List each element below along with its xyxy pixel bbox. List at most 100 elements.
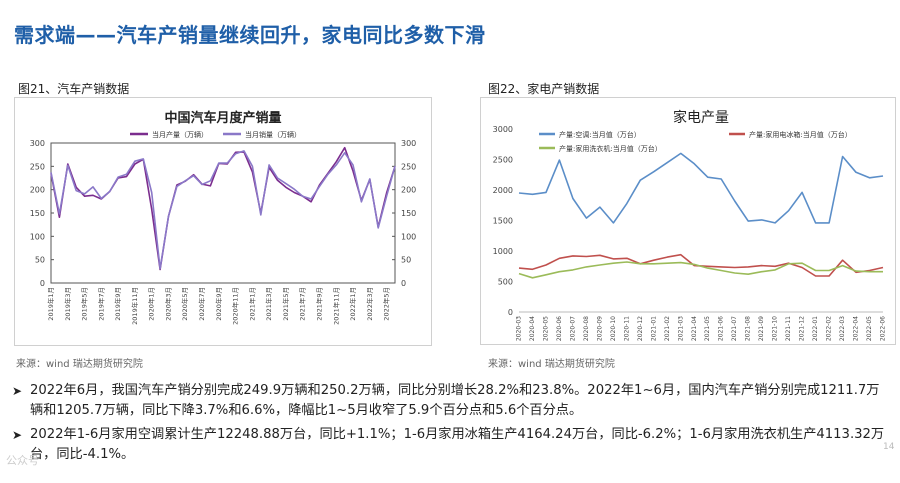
x-tick-label: 2022-05: [866, 316, 873, 341]
x-tick-label: 2022-04: [853, 316, 860, 341]
x-tick-label: 2020-03: [516, 316, 523, 341]
y2-tick-label: 300: [401, 139, 416, 148]
y2-tick-label: 50: [401, 256, 411, 265]
figure1-label: 图21、汽车产销数据: [18, 82, 130, 96]
x-tick-label: 2022年5月: [382, 287, 391, 321]
x-tick-label: 2020年3月: [163, 287, 172, 321]
x-tick-label: 2022年3月: [365, 287, 374, 321]
y-tick-label: 2000: [493, 186, 513, 195]
x-tick-label: 2022年1月: [348, 287, 357, 321]
x-tick-label: 2020年1月: [147, 287, 156, 321]
x-tick-label: 2021年5月: [281, 287, 290, 321]
y-tick-label: 500: [498, 278, 513, 287]
series-line-1: [50, 146, 396, 271]
bullet-list: ➤ 2022年6月，我国汽车产销分别完成249.9万辆和250.2万辆，同比分别…: [12, 381, 892, 469]
x-tick-label: 2022-06: [880, 316, 887, 341]
page-number: 14: [883, 442, 895, 452]
figure2-label: 图22、家电产销数据: [488, 82, 600, 96]
car-chart-frame: 中国汽车月度产销量 0 0 50 50 100 100 150 150 200 200 250 250 3…: [14, 97, 432, 346]
x-tick-label: 2021-05: [704, 316, 711, 341]
x-tick-label: 2021-04: [691, 316, 698, 341]
x-tick-label: 2020-12: [637, 316, 644, 341]
figure2-source: 来源：wind 瑞达期货研究院: [488, 359, 615, 370]
watermark: 公众号: [6, 454, 39, 467]
x-tick-label: 2021-07: [731, 316, 738, 341]
x-tick-label: 2020-05: [542, 316, 549, 341]
x-tick-label: 2021年11月: [331, 287, 340, 325]
x-tick-label: 2021年9月: [314, 287, 323, 321]
x-tick-label: 2021-03: [677, 316, 684, 341]
x-tick-label: 2020年11月: [231, 287, 240, 325]
y-tick-label: 1500: [493, 217, 513, 226]
x-tick-label: 2021-12: [799, 316, 806, 341]
x-tick-label: 2020-11: [623, 316, 630, 341]
x-tick-label: 2021-08: [745, 316, 752, 341]
legend-label-2: 产量:家用电冰箱:当月值（万台）: [749, 130, 852, 139]
y-tick-label: 150: [30, 209, 45, 218]
y2-tick-label: 150: [401, 209, 416, 218]
chart-title: 家电产量: [673, 109, 729, 126]
y-tick-label: 100: [30, 232, 45, 241]
x-tick-label: 2019年7月: [96, 287, 105, 321]
x-tick-label: 2020-06: [556, 316, 563, 341]
x-tick-label: 2022-02: [826, 316, 833, 341]
x-tick-label: 2021-11: [785, 316, 792, 341]
x-tick-label: 2020-04: [529, 316, 536, 341]
y-tick-label: 200: [30, 186, 45, 195]
x-tick-label: 2019年5月: [80, 287, 89, 321]
y-tick-label: 3000: [493, 125, 513, 134]
x-tick-label: 2020-08: [583, 316, 590, 341]
figure1-source: 来源：wind 瑞达期货研究院: [16, 359, 143, 370]
bullet-text-car: 2022年6月，我国汽车产销分别完成249.9万辆和250.2万辆，同比分别增长…: [30, 383, 880, 418]
y-tick-label: 2500: [493, 156, 513, 165]
y2-tick-label: 0: [401, 279, 406, 288]
y-tick-label: 300: [30, 139, 45, 148]
series-line-2: [50, 150, 396, 270]
slide-title: 需求端——汽车产销量继续回升，家电同比多数下滑: [14, 23, 486, 47]
x-tick-label: 2020年7月: [197, 287, 206, 321]
chart-title: 中国汽车月度产销量: [164, 110, 281, 126]
x-tick-label: 2022-01: [812, 316, 819, 341]
y2-tick-label: 100: [401, 232, 416, 241]
x-tick-label: 2019年11月: [130, 287, 139, 325]
x-tick-label: 2019年1月: [46, 287, 55, 321]
series-line-2: [518, 253, 884, 277]
series-line-1: [518, 152, 884, 224]
x-tick-label: 2021-10: [772, 316, 779, 341]
x-tick-label: 2020-09: [596, 316, 603, 341]
x-tick-label: 2021-01: [650, 316, 657, 341]
x-tick-label: 2020年9月: [214, 287, 223, 321]
y-tick-label: 0: [40, 279, 45, 288]
legend-label-3: 产量:家用洗衣机:当月值（万台）: [559, 144, 662, 153]
y2-tick-label: 250: [401, 162, 416, 171]
bullet-text-appliance: 2022年1-6月家用空调累计生产12248.88万台，同比+1.1%；1-6月…: [30, 427, 885, 462]
y-tick-label: 0: [508, 308, 513, 317]
x-tick-label: 2022-03: [839, 316, 846, 341]
arrow-icon: ➤: [12, 384, 23, 398]
x-tick-label: 2021-02: [664, 316, 671, 341]
y-tick-label: 250: [30, 162, 45, 171]
car-chart: 中国汽车月度产销量 0 0 50 50 100 100 150 150 200 200 250 250 3…: [30, 110, 417, 325]
x-tick-label: 2021年1月: [247, 287, 256, 321]
appliance-chart-frame: 家电产量 0 500 1000 1500 2000 2500 3000 2020-03 2020-…: [480, 97, 896, 345]
x-tick-label: 2021年7月: [298, 287, 307, 321]
y2-tick-label: 200: [401, 186, 416, 195]
x-tick-label: 2021-09: [758, 316, 765, 341]
arrow-icon: ➤: [12, 428, 23, 442]
bullet-item-car: ➤ 2022年6月，我国汽车产销分别完成249.9万辆和250.2万辆，同比分别…: [12, 381, 892, 421]
legend-label-1: 当月产量（万辆）: [152, 130, 208, 139]
x-tick-label: 2021-06: [718, 316, 725, 341]
x-tick-label: 2020-07: [569, 316, 576, 341]
x-tick-label: 2019年3月: [63, 287, 72, 321]
appliance-chart: 家电产量 0 500 1000 1500 2000 2500 3000 2020-03 2020-…: [493, 109, 887, 341]
x-tick-label: 2020年5月: [180, 287, 189, 321]
bullet-item-appliance: ➤ 2022年1-6月家用空调累计生产12248.88万台，同比+1.1%；1-…: [12, 425, 892, 465]
y-tick-label: 50: [35, 256, 45, 265]
x-tick-label: 2020-10: [610, 316, 617, 341]
series-line-3: [518, 261, 883, 279]
legend-label-1: 产量:空调:当月值（万台）: [559, 130, 641, 139]
x-tick-label: 2021年3月: [264, 287, 273, 321]
y-tick-label: 1000: [493, 247, 513, 256]
legend-label-2: 当月销量（万辆）: [245, 130, 301, 139]
x-tick-label: 2019年9月: [113, 287, 122, 321]
